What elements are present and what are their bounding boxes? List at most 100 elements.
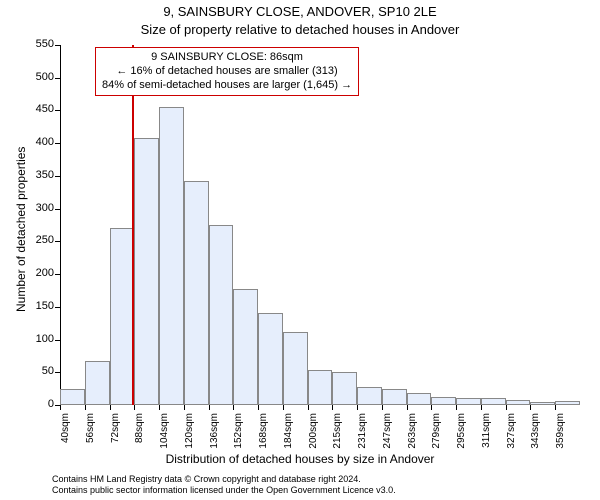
- y-tick-label: 250: [24, 234, 54, 246]
- histogram-bar: [382, 389, 407, 405]
- x-tick-mark: [530, 405, 531, 410]
- y-tick-mark: [55, 307, 60, 308]
- x-tick-label: 263sqm: [407, 413, 418, 453]
- histogram-bar: [85, 361, 110, 406]
- x-tick-label: 56sqm: [85, 413, 96, 453]
- footer-line2: Contains public sector information licen…: [52, 485, 396, 496]
- histogram-bar: [258, 313, 283, 405]
- x-tick-label: 231sqm: [357, 413, 368, 453]
- histogram-bar: [481, 398, 506, 405]
- x-tick-label: 247sqm: [382, 413, 393, 453]
- x-tick-label: 136sqm: [209, 413, 220, 453]
- footer-text: Contains HM Land Registry data © Crown c…: [52, 474, 396, 496]
- histogram-bar: [110, 228, 135, 405]
- y-tick-label: 350: [24, 169, 54, 181]
- chart-container: 9, SAINSBURY CLOSE, ANDOVER, SP10 2LE Si…: [0, 0, 600, 500]
- x-tick-label: 311sqm: [481, 413, 492, 453]
- y-tick-mark: [55, 372, 60, 373]
- x-tick-label: 120sqm: [184, 413, 195, 453]
- x-tick-mark: [456, 405, 457, 410]
- x-tick-label: 343sqm: [530, 413, 541, 453]
- x-tick-label: 168sqm: [258, 413, 269, 453]
- plot-area: [60, 45, 580, 405]
- x-tick-label: 279sqm: [431, 413, 442, 453]
- x-tick-label: 40sqm: [60, 413, 71, 453]
- x-tick-label: 152sqm: [233, 413, 244, 453]
- y-tick-mark: [55, 241, 60, 242]
- x-tick-mark: [110, 405, 111, 410]
- histogram-bar: [431, 397, 456, 405]
- histogram-bar: [332, 372, 357, 405]
- x-tick-mark: [407, 405, 408, 410]
- x-tick-mark: [382, 405, 383, 410]
- histogram-bar: [555, 401, 580, 405]
- y-tick-label: 450: [24, 103, 54, 115]
- x-tick-label: 72sqm: [110, 413, 121, 453]
- x-tick-label: 200sqm: [308, 413, 319, 453]
- y-tick-mark: [55, 274, 60, 275]
- x-tick-mark: [308, 405, 309, 410]
- y-tick-label: 300: [24, 202, 54, 214]
- x-tick-mark: [357, 405, 358, 410]
- annotation-line2: ← 16% of detached houses are smaller (31…: [102, 65, 352, 79]
- histogram-bar: [283, 332, 308, 405]
- y-tick-label: 500: [24, 71, 54, 83]
- x-tick-mark: [85, 405, 86, 410]
- y-tick-mark: [55, 110, 60, 111]
- histogram-bar: [407, 393, 432, 405]
- histogram-bar: [308, 370, 333, 405]
- histogram-bar: [233, 289, 258, 406]
- histogram-bar: [184, 181, 209, 406]
- histogram-bar: [530, 402, 555, 405]
- x-tick-label: 359sqm: [555, 413, 566, 453]
- marker-line: [132, 45, 134, 405]
- x-tick-mark: [481, 405, 482, 410]
- x-tick-mark: [233, 405, 234, 410]
- y-tick-mark: [55, 340, 60, 341]
- histogram-bar: [456, 398, 481, 405]
- x-tick-mark: [506, 405, 507, 410]
- x-tick-mark: [332, 405, 333, 410]
- x-tick-label: 88sqm: [134, 413, 145, 453]
- x-tick-mark: [159, 405, 160, 410]
- x-tick-mark: [258, 405, 259, 410]
- x-tick-mark: [431, 405, 432, 410]
- y-tick-mark: [55, 143, 60, 144]
- y-axis-line: [60, 45, 61, 405]
- x-tick-label: 184sqm: [283, 413, 294, 453]
- annotation-line1: 9 SAINSBURY CLOSE: 86sqm: [102, 51, 352, 65]
- y-tick-label: 150: [24, 300, 54, 312]
- y-tick-label: 100: [24, 333, 54, 345]
- histogram-bar: [506, 400, 531, 405]
- page-subtitle: Size of property relative to detached ho…: [0, 22, 600, 37]
- x-axis-label: Distribution of detached houses by size …: [0, 452, 600, 466]
- histogram-bar: [357, 387, 382, 405]
- y-tick-label: 400: [24, 136, 54, 148]
- x-tick-label: 215sqm: [332, 413, 343, 453]
- y-tick-mark: [55, 209, 60, 210]
- page-title: 9, SAINSBURY CLOSE, ANDOVER, SP10 2LE: [0, 4, 600, 19]
- histogram-bar: [60, 389, 85, 405]
- x-tick-label: 104sqm: [159, 413, 170, 453]
- x-tick-mark: [555, 405, 556, 410]
- y-tick-label: 550: [24, 38, 54, 50]
- x-tick-mark: [209, 405, 210, 410]
- x-tick-mark: [184, 405, 185, 410]
- histogram-bar: [209, 225, 234, 405]
- y-tick-label: 0: [24, 398, 54, 410]
- histogram-bar: [159, 107, 184, 405]
- x-tick-mark: [283, 405, 284, 410]
- x-tick-mark: [60, 405, 61, 410]
- y-tick-mark: [55, 176, 60, 177]
- x-tick-label: 295sqm: [456, 413, 467, 453]
- y-tick-mark: [55, 78, 60, 79]
- y-tick-mark: [55, 45, 60, 46]
- y-tick-label: 200: [24, 267, 54, 279]
- footer-line1: Contains HM Land Registry data © Crown c…: [52, 474, 396, 485]
- histogram-bar: [134, 138, 159, 405]
- annotation-line3: 84% of semi-detached houses are larger (…: [102, 79, 352, 93]
- annotation-box: 9 SAINSBURY CLOSE: 86sqm ← 16% of detach…: [95, 47, 359, 96]
- x-tick-label: 327sqm: [506, 413, 517, 453]
- x-tick-mark: [134, 405, 135, 410]
- y-tick-label: 50: [24, 365, 54, 377]
